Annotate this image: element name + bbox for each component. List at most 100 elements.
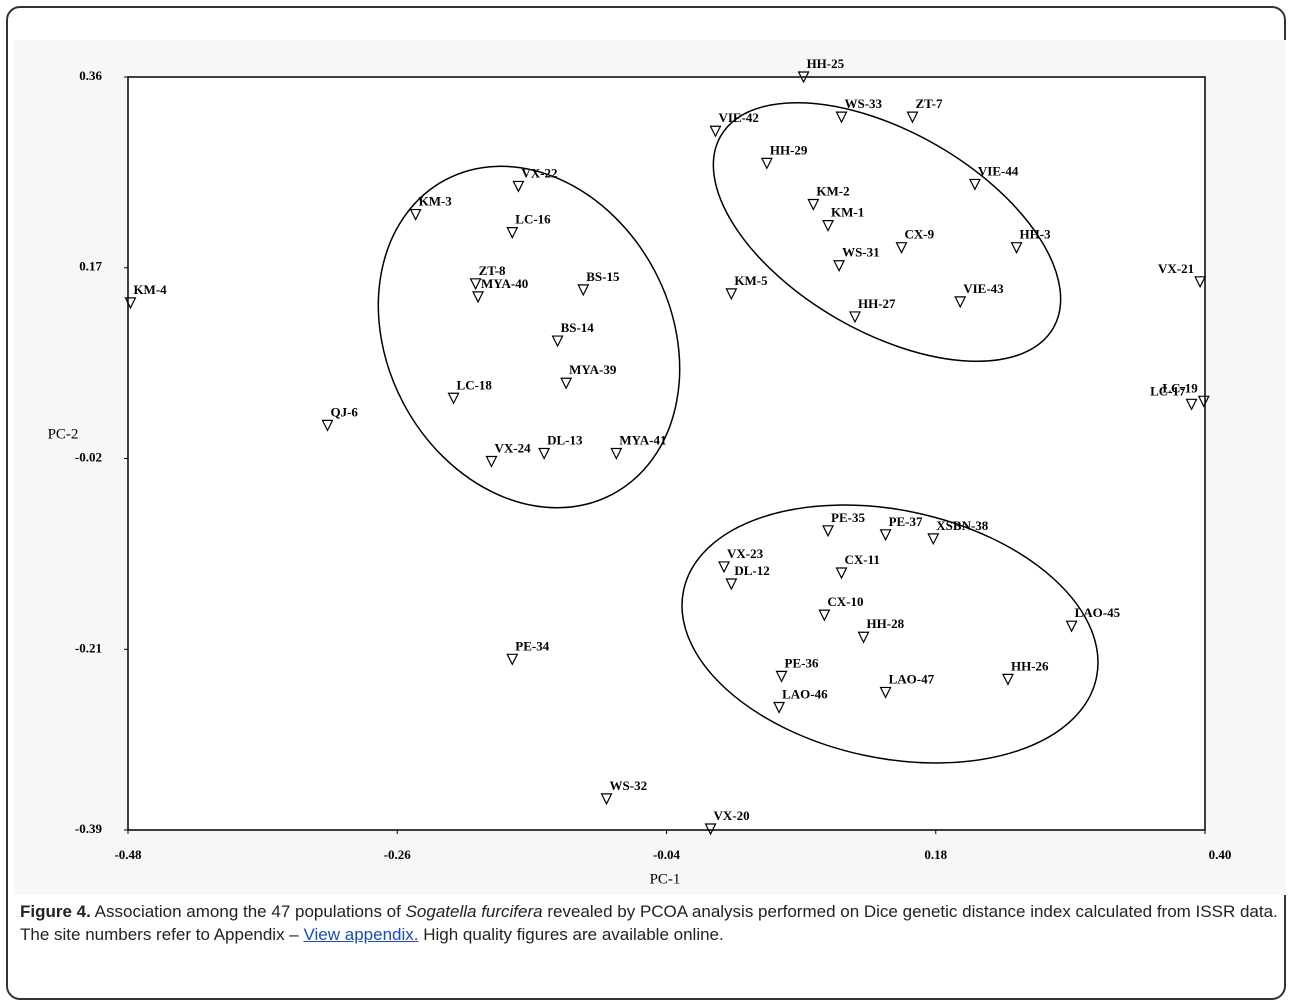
point	[469, 278, 482, 291]
point	[906, 111, 919, 124]
point	[1197, 395, 1210, 408]
y-tick-label: 0.17	[79, 259, 102, 274]
point-label: LAO-45	[1075, 605, 1121, 620]
point	[968, 178, 981, 191]
chart: PC-1 PC-2 -0.48 -0.26 -0.04 0.18 0.40 0.36 0.1…	[47, 55, 1232, 888]
y-axis-label: PC-2	[48, 426, 79, 442]
point-label: KM-2	[816, 183, 849, 198]
point	[833, 260, 846, 273]
point-label: BS-15	[586, 269, 620, 284]
point	[560, 377, 573, 390]
point	[835, 567, 848, 580]
point	[879, 686, 892, 699]
point	[551, 335, 564, 348]
point	[725, 288, 738, 301]
point	[409, 208, 422, 221]
point-label: ZT-7	[915, 96, 942, 111]
point	[538, 447, 551, 460]
point	[857, 631, 870, 644]
point-label: MYA-40	[481, 276, 528, 291]
point	[822, 219, 835, 232]
point	[849, 311, 861, 324]
point	[512, 180, 525, 193]
point-label: LAO-47	[889, 671, 935, 686]
point	[807, 198, 820, 211]
caption-text: Association among the 47 populations of	[90, 902, 406, 921]
point	[321, 419, 334, 432]
point	[124, 297, 137, 310]
point	[822, 525, 835, 538]
caption: Figure 4. Association among the 47 popul…	[20, 900, 1282, 946]
point-label: HH-28	[867, 616, 905, 631]
point-label: VX-24	[494, 441, 531, 456]
point	[709, 125, 722, 138]
point-label: WS-31	[842, 245, 880, 260]
cluster-ellipse	[712, 101, 1062, 363]
caption-label: Figure 4.	[20, 902, 91, 921]
point-label: BS-14	[561, 320, 595, 335]
point-label: MYA-41	[619, 432, 666, 447]
point	[610, 447, 623, 460]
point	[773, 701, 786, 714]
point-label: VIE-43	[963, 281, 1004, 296]
point	[954, 296, 967, 309]
point-label: HH-3	[1020, 227, 1052, 242]
point-label: KM-1	[831, 205, 864, 220]
point-label: MYA-39	[569, 362, 617, 377]
point	[1185, 398, 1198, 411]
point-label: DL-12	[734, 563, 769, 578]
point	[818, 609, 831, 622]
point-label: VX-23	[727, 546, 764, 561]
appendix-link[interactable]: View appendix.	[303, 925, 419, 944]
point-label: ZT-8	[479, 263, 506, 278]
point-label: WS-33	[845, 96, 883, 111]
point	[704, 823, 717, 836]
point	[472, 291, 484, 304]
y-tick-label: -0.39	[75, 821, 103, 836]
point	[718, 561, 730, 574]
cluster-ellipse	[377, 165, 681, 509]
cluster-ellipse	[681, 504, 1099, 764]
point-label: CX-11	[845, 552, 880, 567]
plot-area	[127, 76, 1206, 831]
point	[577, 284, 590, 297]
point-label: HH-25	[807, 56, 845, 71]
point	[447, 392, 460, 405]
x-tick-label: -0.04	[653, 847, 681, 862]
point	[1001, 673, 1014, 686]
point-label: LAO-46	[782, 686, 828, 701]
point-label: PE-35	[831, 510, 865, 525]
y-tick-label: -0.21	[75, 640, 102, 655]
point-label: VIE-42	[718, 110, 758, 125]
point-label: LC-18	[457, 377, 493, 392]
point	[895, 242, 908, 255]
point	[1065, 620, 1078, 633]
point-label: VX-22	[521, 165, 557, 180]
point-label: CX-10	[827, 594, 863, 609]
point-label: KM-3	[419, 194, 453, 209]
point-label: KM-5	[734, 273, 768, 288]
point	[775, 670, 788, 683]
point-label: CX-9	[904, 227, 934, 242]
point-label: XSBN-38	[936, 518, 989, 533]
caption-text: High quality figures are available onlin…	[418, 925, 724, 944]
point-label: KM-4	[133, 282, 167, 297]
point-label: HH-27	[858, 296, 896, 311]
point-label: LC-17	[1150, 383, 1186, 398]
point-label: PE-34	[515, 638, 549, 653]
x-axis-label: PC-1	[650, 871, 681, 887]
point	[506, 653, 519, 666]
point	[835, 111, 848, 124]
point-label: HH-29	[770, 142, 808, 157]
point-label: WS-32	[610, 778, 648, 793]
x-tick-label: 0.40	[1209, 847, 1232, 862]
species-name: Sogatella furcifera	[405, 902, 543, 921]
point	[760, 157, 773, 170]
point	[506, 227, 519, 239]
point-label: PE-36	[785, 655, 819, 670]
point	[600, 793, 613, 806]
caption-text: revealed by PCOA analysis performed on D…	[20, 902, 1278, 944]
x-tick-label: -0.26	[384, 847, 412, 862]
point	[879, 529, 892, 542]
x-tick-label: 0.18	[924, 847, 947, 862]
